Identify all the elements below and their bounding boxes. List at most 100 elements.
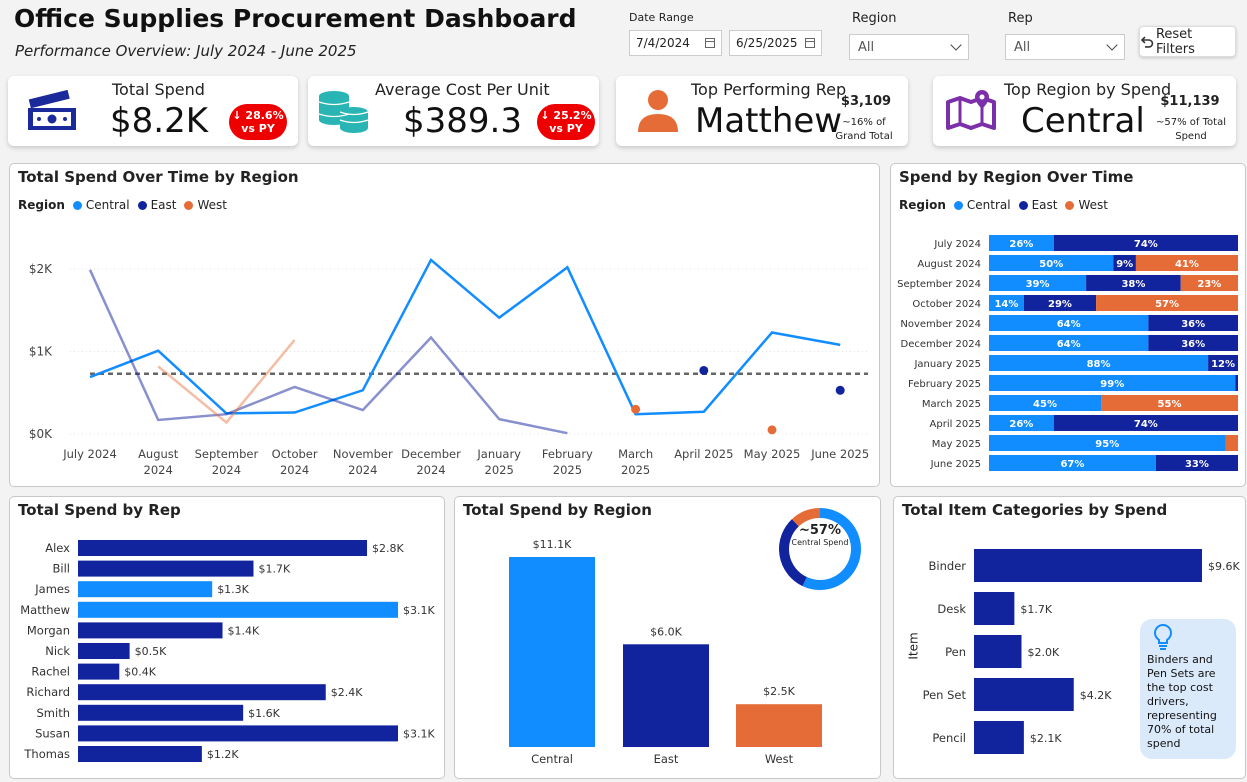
- item-bar[interactable]: [974, 592, 1015, 625]
- region-chart-panel: Total Spend by Region $11.1K Central $6.0K…: [454, 496, 881, 779]
- region-bar[interactable]: [623, 644, 709, 747]
- coins-icon: [318, 91, 369, 133]
- region-bar-chart[interactable]: $11.1K Central $6.0K East $2.5K West: [455, 497, 882, 780]
- stacked-segment-east[interactable]: [1148, 315, 1238, 331]
- series-point-east[interactable]: [699, 365, 709, 375]
- stacked-segment-east[interactable]: [1113, 255, 1136, 271]
- rep-bar[interactable]: [78, 684, 326, 701]
- rep-bar[interactable]: [78, 622, 223, 639]
- end-date-input[interactable]: 6/25/2025: [729, 30, 822, 56]
- segment-data-label: 95%: [1095, 439, 1119, 450]
- line-chart[interactable]: $2K $1K $0K July 2024 August 2024 September 202…: [10, 164, 881, 488]
- series-line-east[interactable]: [88, 269, 568, 435]
- segment-data-label: 29%: [1048, 299, 1072, 310]
- stacked-segment-east[interactable]: [1053, 235, 1238, 251]
- stacked-segment-central[interactable]: [989, 355, 1209, 371]
- segment-data-label: 64%: [1057, 319, 1081, 330]
- rep-bar-chart[interactable]: Alex $2.8K Bill $1.7K James $1.3K Matthew $3.1K…: [10, 497, 446, 780]
- rep-bar[interactable]: [78, 663, 120, 680]
- stacked-bar-chart[interactable]: July 2024 26% 74% August 2024 50% 9% 41% Septem…: [891, 164, 1247, 488]
- region-bar[interactable]: [509, 557, 595, 747]
- y-tick-label: $2K: [29, 262, 53, 276]
- kpi-top-rep-share-line1: ~16% of: [842, 117, 886, 128]
- stacked-segment-east[interactable]: [1086, 275, 1181, 291]
- start-date-input[interactable]: 7/4/2024: [629, 30, 722, 56]
- item-bar-chart[interactable]: Binder $9.6K Desk $1.7K Pen $2.0K Pen Set $4.2K…: [894, 497, 1247, 780]
- rep-bar[interactable]: [78, 725, 398, 742]
- stacked-segment-west[interactable]: [1096, 295, 1238, 311]
- bar-data-label: $1.4K: [228, 624, 260, 637]
- stacked-segment-west[interactable]: [1101, 395, 1238, 411]
- rep-bar[interactable]: [78, 746, 202, 762]
- stacked-segment-east[interactable]: [1148, 335, 1238, 351]
- rep-bar[interactable]: [78, 643, 130, 659]
- stacked-segment-east[interactable]: [1208, 355, 1238, 371]
- stacked-segment-central[interactable]: [989, 275, 1087, 291]
- item-bar[interactable]: [974, 721, 1024, 754]
- series-point-west[interactable]: [767, 425, 777, 435]
- calendar-icon[interactable]: [805, 38, 815, 48]
- series-point-west[interactable]: [631, 404, 641, 414]
- donut-slice-central[interactable]: [802, 508, 861, 590]
- rep-bar[interactable]: [78, 581, 213, 598]
- stacked-segment-central[interactable]: [989, 255, 1114, 271]
- region-dropdown[interactable]: All: [849, 34, 969, 60]
- stacked-segment-central[interactable]: [989, 315, 1149, 331]
- series-line-west[interactable]: [157, 339, 296, 425]
- category-label: Thomas: [23, 747, 70, 761]
- stacked-segment-central[interactable]: [989, 235, 1054, 251]
- legend-dot-east: [1018, 200, 1028, 210]
- y-tick-label: $1K: [29, 345, 53, 359]
- kpi-total-spend-value: $8.2K: [110, 101, 208, 141]
- stacked-segment-east[interactable]: [1235, 375, 1238, 391]
- rep-dropdown[interactable]: All: [1005, 34, 1125, 60]
- stacked-segment-central[interactable]: [989, 415, 1054, 431]
- legend-title: Region: [18, 198, 65, 212]
- rep-bar[interactable]: [78, 560, 254, 577]
- legend-title: Region: [899, 198, 946, 212]
- kpi-top-region-share-line2: Spend: [1175, 131, 1207, 142]
- reset-filters-label: Reset Filters: [1155, 26, 1195, 57]
- calendar-icon[interactable]: [705, 38, 715, 48]
- item-bar[interactable]: [974, 549, 1202, 582]
- dashboard-subtitle: Performance Overview: July 2024 - June 2…: [15, 42, 357, 60]
- series-point-east[interactable]: [835, 385, 845, 395]
- stacked-segment-west[interactable]: [1135, 255, 1238, 271]
- item-bar[interactable]: [974, 678, 1074, 711]
- stacked-segment-east[interactable]: [1023, 295, 1097, 311]
- kpi-average-cost-value: $389.3: [403, 101, 522, 141]
- legend-east: East: [150, 198, 177, 212]
- segment-data-label: 36%: [1181, 339, 1205, 350]
- donut-slice-west[interactable]: [791, 508, 821, 527]
- category-label: August 2024: [917, 259, 981, 270]
- donut-slice-east[interactable]: [779, 519, 808, 587]
- stacked-segment-east[interactable]: [1053, 415, 1238, 431]
- bar-data-label: $1.6K: [248, 707, 280, 720]
- stacked-segment-west[interactable]: [1180, 275, 1238, 291]
- chevron-down-icon: [1106, 39, 1118, 51]
- stacked-segment-east[interactable]: [1155, 455, 1238, 471]
- category-label: Matthew: [20, 603, 70, 617]
- stacked-segment-central[interactable]: [989, 335, 1149, 351]
- reset-filters-button[interactable]: Reset Filters: [1139, 26, 1236, 57]
- category-label: James: [34, 582, 70, 596]
- rep-bar[interactable]: [78, 540, 368, 556]
- bar-data-label: $2.1K: [1030, 732, 1062, 745]
- yoy-badge: ↓ 28.6% vs PY: [229, 104, 287, 140]
- series-line-central[interactable]: [89, 257, 841, 416]
- stacked-segment-central[interactable]: [989, 455, 1156, 471]
- stacked-segment-west[interactable]: [1225, 435, 1238, 451]
- item-bar[interactable]: [974, 635, 1022, 668]
- stacked-segment-central[interactable]: [989, 395, 1102, 411]
- rep-bar[interactable]: [78, 704, 244, 721]
- date-range-label: Date Range: [629, 11, 694, 24]
- stacked-segment-central[interactable]: [989, 375, 1236, 391]
- stacked-segment-central[interactable]: [989, 295, 1024, 311]
- rep-bar[interactable]: [78, 601, 398, 618]
- x-tick-label: September: [195, 447, 259, 461]
- segment-data-label: 67%: [1060, 459, 1084, 470]
- region-bar[interactable]: [736, 704, 822, 747]
- stacked-segment-central[interactable]: [989, 435, 1226, 451]
- kpi-top-rep-share-line2: Grand Total: [835, 131, 893, 142]
- legend-central: Central: [966, 198, 1011, 212]
